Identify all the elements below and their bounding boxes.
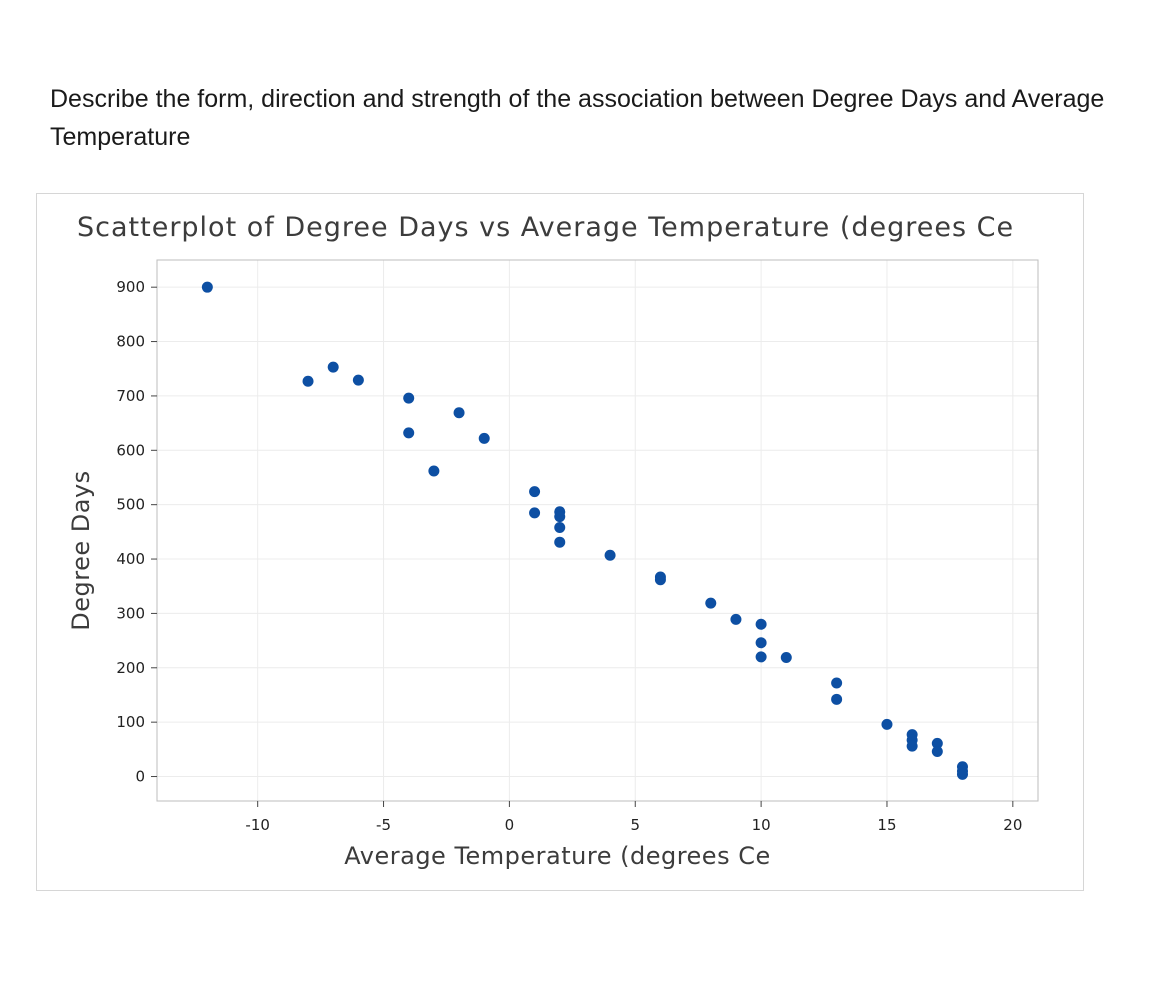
y-tick-label: 800 xyxy=(116,333,145,351)
data-point xyxy=(831,693,843,705)
data-point xyxy=(755,651,767,663)
grid-lines xyxy=(157,260,1038,801)
x-tick-label: 0 xyxy=(505,816,515,834)
data-point xyxy=(302,375,314,387)
question-text: Describe the form, direction and strengt… xyxy=(50,85,1105,151)
y-tick-label: 300 xyxy=(116,604,145,622)
data-point xyxy=(327,361,339,373)
x-tick-label: 15 xyxy=(877,816,896,834)
x-tick-label: -5 xyxy=(376,816,391,834)
data-point xyxy=(831,677,843,689)
y-tick-label: 200 xyxy=(116,659,145,677)
data-point xyxy=(201,281,213,293)
scatterplot: Scatterplot of Degree Days vs Average Te… xyxy=(67,212,1039,870)
y-tick-label: 900 xyxy=(116,278,145,296)
data-point xyxy=(554,511,566,523)
data-point xyxy=(780,651,792,663)
chart-frame: Scatterplot of Degree Days vs Average Te… xyxy=(36,193,1084,891)
data-point xyxy=(906,740,918,752)
y-tick-label: 100 xyxy=(116,713,145,731)
data-point xyxy=(529,507,541,519)
x-axis-label: Average Temperature (degrees Ce xyxy=(344,842,770,870)
data-point xyxy=(352,374,364,386)
x-tick-label: 10 xyxy=(752,816,771,834)
data-point xyxy=(931,746,943,758)
y-tick-label: 500 xyxy=(116,496,145,514)
y-tick-label: 700 xyxy=(116,387,145,405)
data-point xyxy=(755,637,767,649)
y-tick-label: 400 xyxy=(116,550,145,568)
y-tick-label: 600 xyxy=(116,441,145,459)
data-point xyxy=(403,392,415,404)
data-point xyxy=(529,486,541,498)
data-points xyxy=(201,281,968,780)
x-tick-label: 5 xyxy=(630,816,640,834)
y-axis-label: Degree Days xyxy=(67,470,95,630)
data-point xyxy=(403,427,415,439)
data-point xyxy=(654,574,666,586)
data-point xyxy=(705,597,717,609)
data-point xyxy=(428,465,440,477)
data-point xyxy=(956,768,968,780)
plot-area xyxy=(156,259,1039,802)
data-point xyxy=(554,522,566,534)
axis-ticks: -10 -5 0 5 10 15 20010020030040050060070080090… xyxy=(116,278,1022,834)
x-tick-label: 20 xyxy=(1003,816,1022,834)
chart-title: Scatterplot of Degree Days vs Average Te… xyxy=(77,212,1014,243)
y-tick-label: 0 xyxy=(135,768,145,786)
x-tick-label: -10 xyxy=(245,816,270,834)
data-point xyxy=(755,618,767,630)
data-point xyxy=(730,613,742,625)
data-point xyxy=(478,432,490,444)
data-point xyxy=(881,718,893,730)
data-point xyxy=(554,536,566,548)
data-point xyxy=(453,407,465,419)
data-point xyxy=(931,737,943,749)
data-point xyxy=(604,549,616,561)
